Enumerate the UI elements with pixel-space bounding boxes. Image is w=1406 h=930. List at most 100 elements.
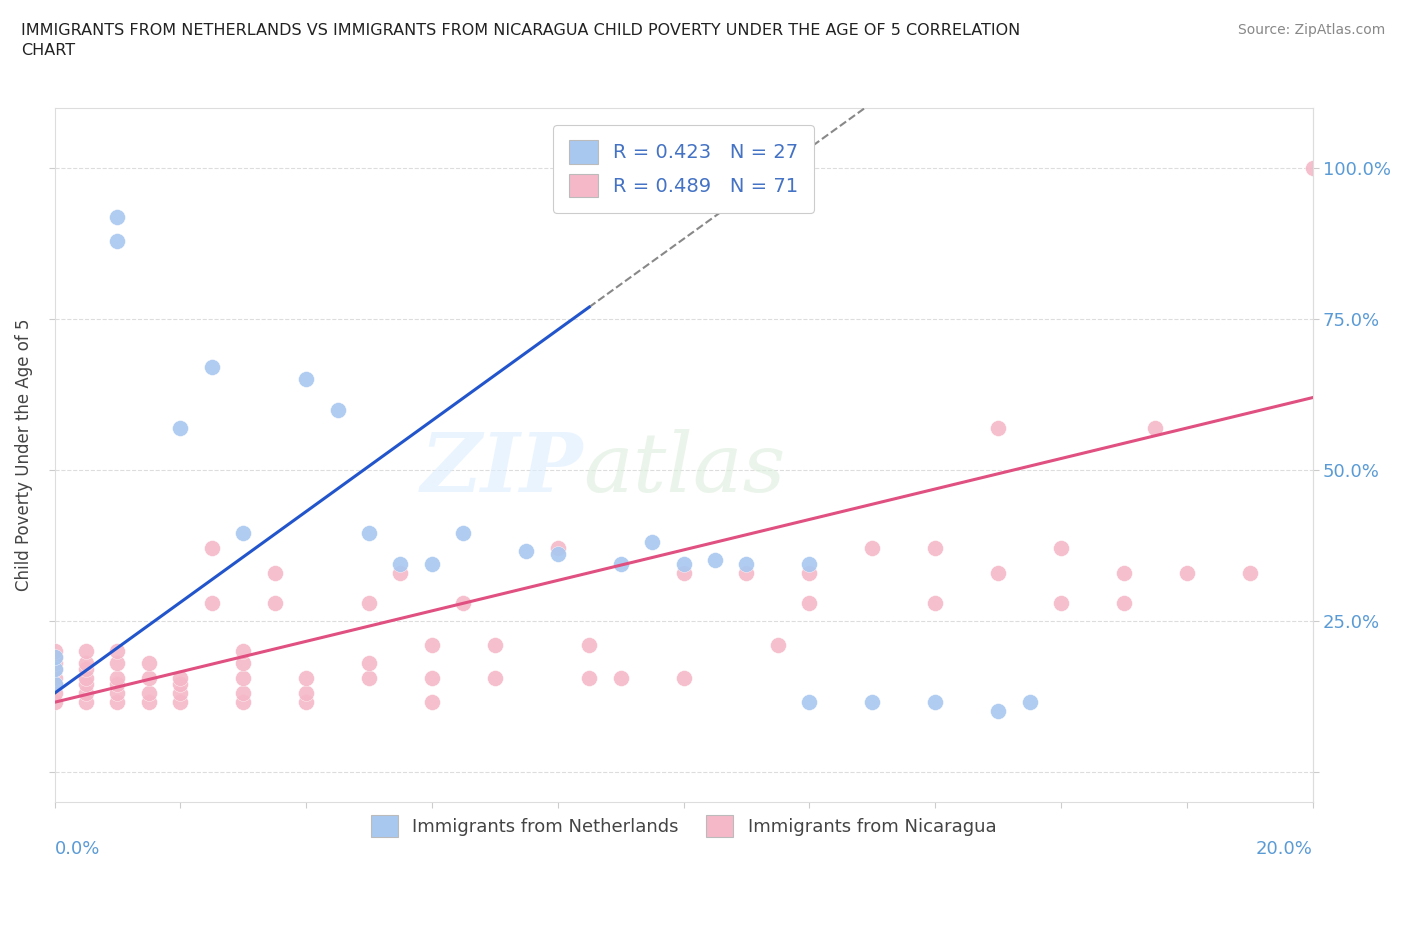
- Legend: Immigrants from Netherlands, Immigrants from Nicaragua: Immigrants from Netherlands, Immigrants …: [357, 801, 1011, 852]
- Point: [578, 671, 600, 685]
- Point: [138, 671, 160, 685]
- Point: [1050, 595, 1073, 610]
- Point: [609, 671, 631, 685]
- Point: [987, 565, 1010, 580]
- Point: [75, 661, 97, 676]
- Point: [107, 656, 129, 671]
- Point: [735, 565, 758, 580]
- Point: [44, 661, 66, 676]
- Point: [232, 644, 254, 658]
- Point: [201, 595, 224, 610]
- Point: [357, 525, 380, 540]
- Point: [44, 649, 66, 664]
- Point: [799, 595, 821, 610]
- Point: [924, 595, 946, 610]
- Point: [766, 637, 789, 652]
- Point: [44, 677, 66, 692]
- Point: [1175, 565, 1198, 580]
- Point: [75, 644, 97, 658]
- Point: [799, 695, 821, 710]
- Text: ZIP: ZIP: [420, 429, 583, 509]
- Point: [389, 565, 412, 580]
- Point: [420, 695, 443, 710]
- Point: [704, 553, 727, 568]
- Point: [44, 695, 66, 710]
- Point: [799, 565, 821, 580]
- Point: [1050, 541, 1073, 556]
- Point: [107, 209, 129, 224]
- Point: [860, 541, 883, 556]
- Point: [484, 637, 506, 652]
- Point: [107, 695, 129, 710]
- Point: [169, 677, 191, 692]
- Point: [169, 420, 191, 435]
- Point: [357, 595, 380, 610]
- Point: [75, 671, 97, 685]
- Point: [860, 695, 883, 710]
- Point: [232, 695, 254, 710]
- Point: [420, 671, 443, 685]
- Point: [641, 535, 664, 550]
- Point: [515, 544, 537, 559]
- Point: [453, 595, 475, 610]
- Y-axis label: Child Poverty Under the Age of 5: Child Poverty Under the Age of 5: [15, 319, 32, 591]
- Point: [44, 677, 66, 692]
- Point: [232, 671, 254, 685]
- Point: [44, 649, 66, 664]
- Point: [201, 541, 224, 556]
- Point: [924, 695, 946, 710]
- Point: [672, 556, 695, 571]
- Point: [987, 420, 1010, 435]
- Text: Source: ZipAtlas.com: Source: ZipAtlas.com: [1237, 23, 1385, 37]
- Point: [389, 556, 412, 571]
- Point: [138, 685, 160, 700]
- Point: [44, 661, 66, 676]
- Point: [420, 556, 443, 571]
- Point: [672, 671, 695, 685]
- Point: [232, 685, 254, 700]
- Point: [672, 565, 695, 580]
- Point: [1112, 595, 1135, 610]
- Point: [578, 637, 600, 652]
- Point: [44, 644, 66, 658]
- Point: [44, 685, 66, 700]
- Point: [107, 233, 129, 248]
- Point: [75, 677, 97, 692]
- Point: [263, 595, 285, 610]
- Point: [201, 360, 224, 375]
- Point: [138, 656, 160, 671]
- Point: [138, 695, 160, 710]
- Text: 20.0%: 20.0%: [1256, 840, 1313, 858]
- Point: [107, 685, 129, 700]
- Point: [295, 685, 318, 700]
- Point: [75, 656, 97, 671]
- Point: [1239, 565, 1261, 580]
- Point: [1112, 565, 1135, 580]
- Point: [107, 671, 129, 685]
- Point: [1302, 161, 1324, 176]
- Point: [295, 372, 318, 387]
- Point: [107, 644, 129, 658]
- Point: [169, 685, 191, 700]
- Point: [169, 671, 191, 685]
- Point: [44, 671, 66, 685]
- Point: [453, 525, 475, 540]
- Point: [232, 656, 254, 671]
- Point: [107, 677, 129, 692]
- Point: [75, 695, 97, 710]
- Point: [609, 556, 631, 571]
- Point: [75, 685, 97, 700]
- Text: atlas: atlas: [583, 429, 786, 509]
- Point: [1018, 695, 1040, 710]
- Point: [326, 402, 349, 417]
- Text: 0.0%: 0.0%: [55, 840, 100, 858]
- Point: [420, 637, 443, 652]
- Point: [263, 565, 285, 580]
- Point: [169, 695, 191, 710]
- Text: IMMIGRANTS FROM NETHERLANDS VS IMMIGRANTS FROM NICARAGUA CHILD POVERTY UNDER THE: IMMIGRANTS FROM NETHERLANDS VS IMMIGRANT…: [21, 23, 1021, 58]
- Point: [547, 547, 569, 562]
- Point: [1144, 420, 1167, 435]
- Point: [44, 656, 66, 671]
- Point: [799, 556, 821, 571]
- Point: [232, 525, 254, 540]
